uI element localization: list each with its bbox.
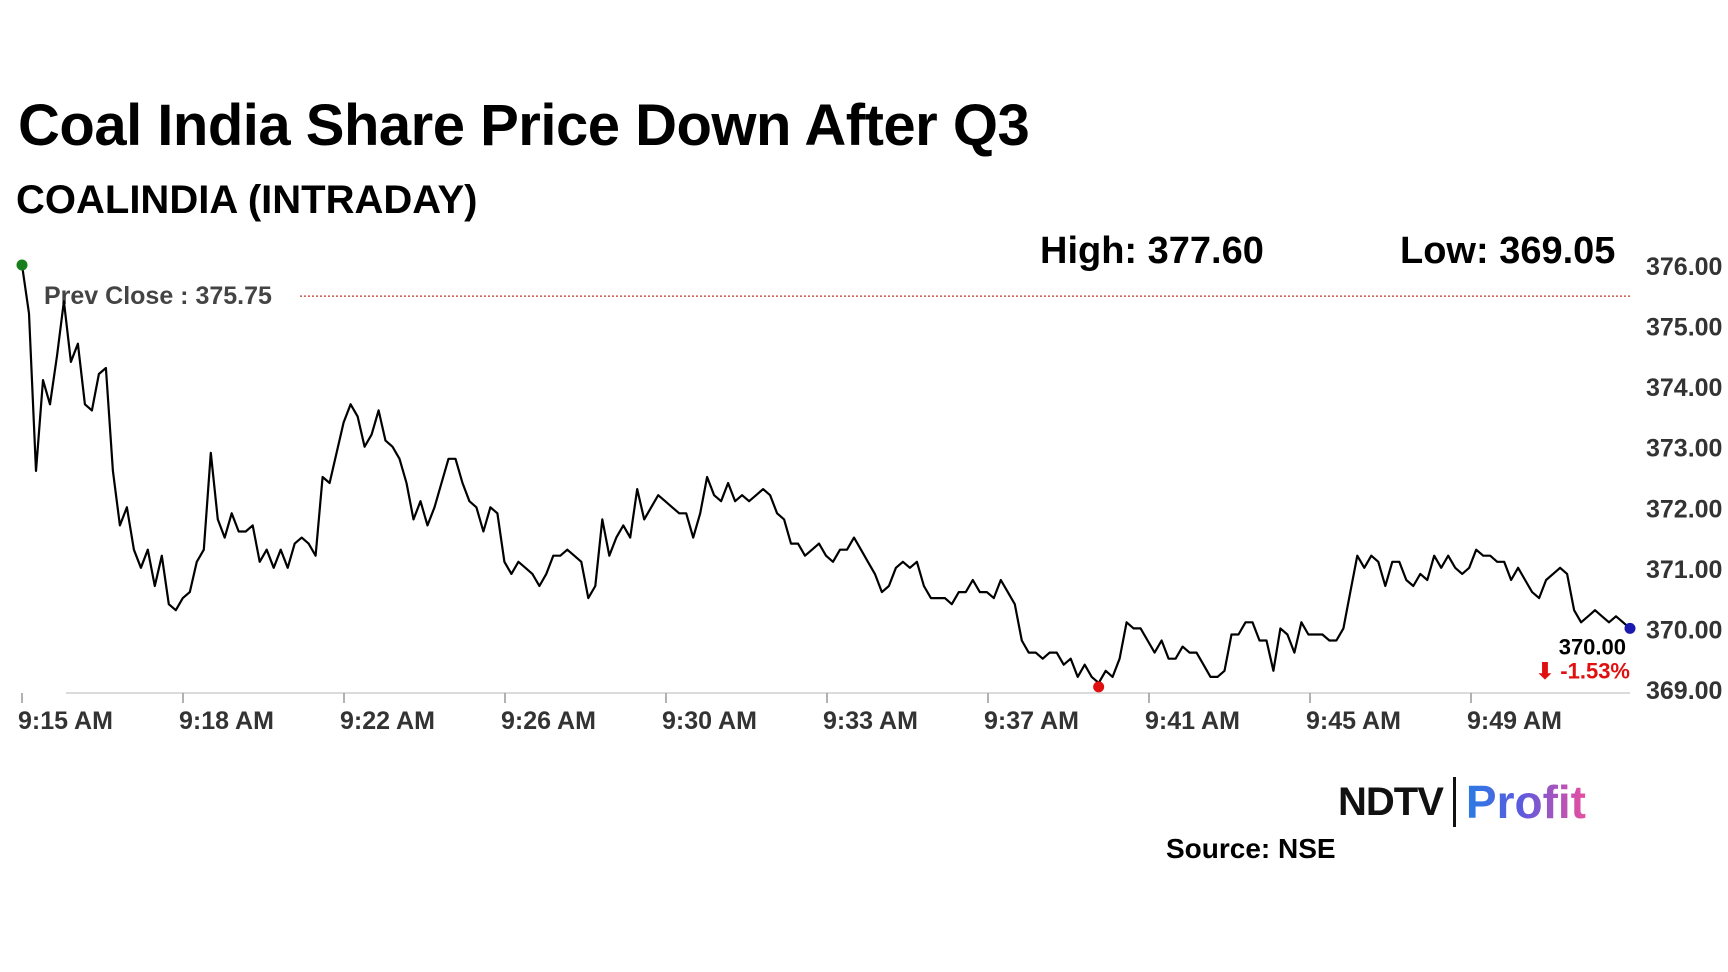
x-axis-ticks: 9:15 AM 9:18 AM 9:22 AM 9:26 AM 9:30 AM 9:33 … — [18, 693, 1562, 735]
low-stat: Low: 369.05 — [1400, 230, 1616, 272]
brand-accent-text: Profit — [1465, 776, 1586, 828]
brand-main-text: NDTV — [1338, 779, 1444, 824]
source-label: Source: NSE — [1166, 833, 1336, 864]
x-tick-label: 9:37 AM — [984, 707, 1079, 735]
last-price-marker — [1624, 622, 1636, 634]
x-tick-label: 9:33 AM — [823, 707, 918, 735]
x-tick-label: 9:49 AM — [1467, 707, 1562, 735]
y-axis-ticks: 376.00 375.00 374.00 373.00 372.00 371.00 370.… — [1646, 253, 1722, 705]
ndtv-profit-logo: NDTV Profit — [1338, 775, 1586, 829]
y-tick-label: 372.00 — [1646, 495, 1722, 523]
x-tick-label: 9:22 AM — [340, 707, 435, 735]
day-low-marker — [1093, 681, 1105, 693]
high-stat: High: 377.60 — [1040, 230, 1264, 272]
x-tick-label: 9:26 AM — [501, 707, 596, 735]
y-tick-label: 369.00 — [1646, 677, 1722, 705]
y-tick-label: 374.00 — [1646, 374, 1722, 402]
open-price-marker — [16, 259, 28, 271]
brand-separator — [1452, 777, 1456, 827]
price-series-line — [20, 264, 1631, 685]
y-tick-label: 375.00 — [1646, 314, 1722, 342]
x-tick-label: 9:30 AM — [662, 707, 757, 735]
chart-title: Coal India Share Price Down After Q3 — [18, 93, 1030, 158]
x-tick-label: 9:18 AM — [179, 707, 274, 735]
y-tick-label: 371.00 — [1646, 556, 1722, 584]
chart-subtitle: COALINDIA (INTRADAY) — [16, 178, 478, 222]
x-tick-label: 9:45 AM — [1306, 707, 1401, 735]
price-change-label: ⬇ -1.53% — [1536, 658, 1630, 683]
y-tick-label: 376.00 — [1646, 253, 1722, 281]
y-tick-label: 370.00 — [1646, 616, 1722, 644]
last-price-label: 370.00 — [1559, 634, 1626, 659]
x-tick-label: 9:15 AM — [18, 707, 113, 735]
x-tick-label: 9:41 AM — [1145, 707, 1240, 735]
prev-close-label: Prev Close : 375.75 — [44, 282, 272, 310]
y-tick-label: 373.00 — [1646, 435, 1722, 463]
